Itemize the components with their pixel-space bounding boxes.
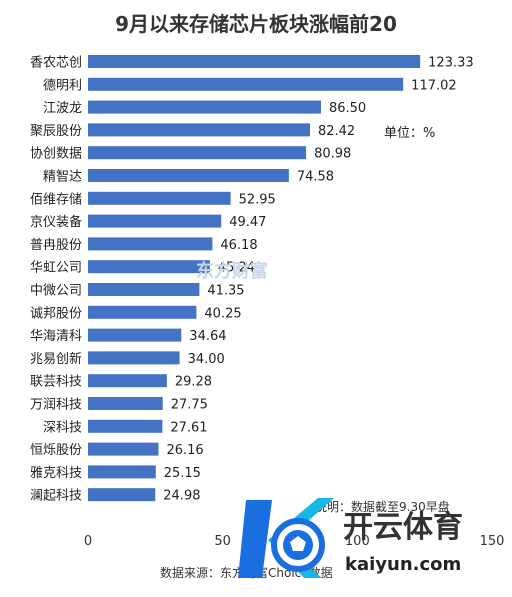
value-label-13: 34.64 bbox=[189, 329, 226, 344]
logo-name: 开云体育 bbox=[343, 510, 463, 545]
watermark-text: 东方财富 bbox=[196, 260, 268, 282]
bar-17 bbox=[88, 419, 163, 433]
category-label-18: 恒烁股份 bbox=[30, 443, 82, 458]
category-label-5: 协创数据 bbox=[30, 147, 82, 162]
note-text: 说明：数据截至9.30早盘 bbox=[315, 499, 450, 514]
bar-10 bbox=[88, 260, 210, 274]
unit-label: 单位：% bbox=[384, 126, 435, 141]
bar-20 bbox=[88, 488, 156, 502]
logo-k-icon bbox=[238, 498, 334, 578]
category-label-10: 华虹公司 bbox=[30, 261, 82, 276]
value-label-5: 80.98 bbox=[314, 147, 351, 162]
category-label-2: 德明利 bbox=[43, 78, 82, 93]
bar-8 bbox=[88, 214, 222, 228]
value-label-1: 123.33 bbox=[428, 56, 474, 71]
value-label-10: 45.24 bbox=[218, 261, 255, 276]
category-label-9: 普冉股份 bbox=[30, 238, 82, 253]
category-label-3: 江波龙 bbox=[43, 101, 82, 116]
value-label-15: 29.28 bbox=[175, 375, 212, 390]
logo: 开云体育 kaiyun.com bbox=[238, 498, 463, 578]
bar-2 bbox=[88, 77, 404, 91]
value-label-3: 86.50 bbox=[329, 101, 366, 116]
x-tick-50: 50 bbox=[214, 534, 231, 549]
value-label-18: 26.16 bbox=[166, 443, 203, 458]
chart-title: 9月以来存储芯片板块涨幅前20 bbox=[115, 12, 397, 36]
bar-11 bbox=[88, 283, 200, 296]
category-label-15: 联芸科技 bbox=[30, 374, 82, 390]
bar-16 bbox=[88, 397, 163, 410]
bar-5 bbox=[88, 146, 307, 160]
x-tick-0: 0 bbox=[84, 534, 92, 549]
bar-19 bbox=[88, 465, 156, 479]
category-label-13: 华海清科 bbox=[30, 329, 82, 344]
bar-3 bbox=[88, 100, 321, 114]
value-label-8: 49.47 bbox=[229, 215, 266, 230]
bar-7 bbox=[88, 191, 231, 205]
value-label-4: 82.42 bbox=[318, 124, 355, 139]
value-label-11: 41.35 bbox=[207, 284, 244, 299]
category-label-1: 香农芯创 bbox=[30, 56, 82, 71]
value-labels: 123.33 117.02 86.50 82.42 80.98 74.58 52.95 49.… bbox=[163, 56, 473, 504]
bar-1 bbox=[88, 55, 421, 68]
value-label-12: 40.25 bbox=[204, 306, 241, 321]
value-label-20: 24.98 bbox=[163, 489, 200, 504]
category-label-19: 雅克科技 bbox=[30, 466, 82, 481]
category-label-8: 京仪装备 bbox=[30, 214, 82, 230]
category-label-7: 佰维存储 bbox=[30, 192, 82, 207]
category-labels: 香农芯创德明利江波龙聚辰股份协创数据精智达佰维存储京仪装备普冉股份华虹公司中微公… bbox=[30, 56, 82, 504]
bar-4 bbox=[88, 123, 310, 137]
value-label-7: 52.95 bbox=[239, 192, 276, 207]
value-label-9: 46.18 bbox=[220, 238, 257, 253]
category-label-4: 聚辰股份 bbox=[30, 124, 82, 139]
value-label-16: 27.75 bbox=[171, 398, 208, 413]
bar-18 bbox=[88, 442, 159, 456]
x-tick-labels: 0 50 100 150 bbox=[84, 534, 505, 549]
bar-15 bbox=[88, 374, 167, 388]
bar-group bbox=[88, 55, 421, 502]
value-label-2: 117.02 bbox=[411, 78, 457, 93]
value-label-17: 27.61 bbox=[170, 420, 207, 435]
bar-12 bbox=[88, 305, 197, 319]
bar-14 bbox=[88, 351, 180, 365]
category-label-12: 诚邦股份 bbox=[30, 306, 82, 321]
x-tick-150: 150 bbox=[480, 534, 505, 549]
bar-6 bbox=[88, 169, 289, 182]
category-label-11: 中微公司 bbox=[30, 284, 82, 299]
value-label-6: 74.58 bbox=[297, 170, 334, 185]
bar-9 bbox=[88, 237, 213, 251]
category-label-6: 精智达 bbox=[43, 170, 82, 185]
category-label-14: 兆易创新 bbox=[30, 351, 82, 367]
category-label-17: 深科技 bbox=[43, 420, 82, 435]
logo-url: kaiyun.com bbox=[345, 554, 461, 575]
bar-13 bbox=[88, 328, 182, 342]
category-label-16: 万润科技 bbox=[30, 398, 82, 413]
value-label-19: 25.15 bbox=[164, 466, 201, 481]
x-tick-100: 100 bbox=[345, 534, 370, 549]
category-label-20: 澜起科技 bbox=[30, 489, 82, 504]
value-label-14: 34.00 bbox=[188, 352, 225, 367]
